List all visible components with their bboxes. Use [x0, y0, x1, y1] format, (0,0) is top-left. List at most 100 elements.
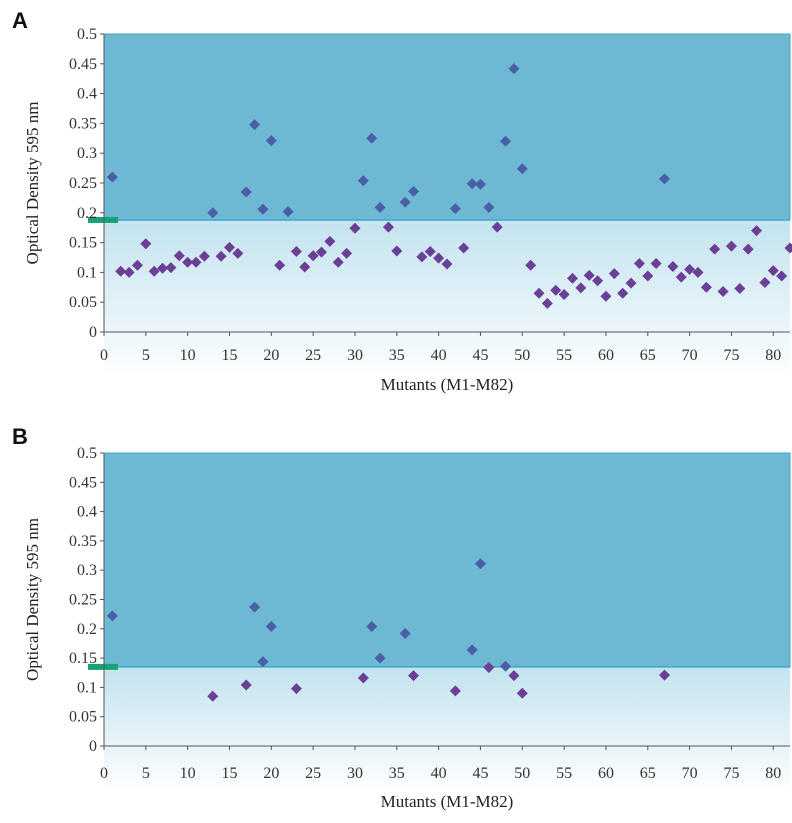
data-point-below-threshold — [173, 250, 185, 262]
x-tick-label: 35 — [389, 347, 405, 364]
data-point-below-threshold — [533, 287, 545, 299]
data-point-below-threshold — [642, 270, 654, 282]
x-axis-title: Mutants (M1-M82) — [381, 375, 514, 394]
data-point-above-threshold — [249, 119, 261, 131]
data-point-below-threshold — [709, 243, 721, 255]
data-point-above-threshold — [282, 206, 294, 218]
data-point-above-threshold — [366, 132, 378, 144]
data-point-below-threshold — [742, 243, 754, 255]
data-point-below-threshold — [592, 275, 604, 287]
panel-label-a: A — [12, 8, 28, 33]
data-point-below-threshold — [566, 272, 578, 284]
x-tick-label: 5 — [142, 347, 150, 364]
data-point-below-threshold — [608, 268, 620, 280]
data-point-above-threshold — [516, 163, 528, 175]
data-point-below-threshold — [416, 251, 428, 263]
data-point-below-threshold — [600, 290, 612, 302]
x-tick-label: 70 — [682, 765, 698, 782]
y-tick-label: 0.4 — [77, 86, 97, 103]
data-point-above-threshold — [500, 135, 512, 147]
data-point-below-threshold — [290, 246, 302, 258]
data-point-below-threshold — [633, 257, 645, 269]
x-tick-label: 55 — [556, 347, 572, 364]
data-point-above-threshold — [106, 610, 118, 622]
data-point-below-threshold — [516, 687, 528, 699]
data-point-above-threshold — [374, 652, 386, 664]
panel-label-b: B — [12, 424, 28, 449]
data-point-below-threshold — [382, 221, 394, 233]
below-threshold-region — [104, 219, 790, 378]
x-tick-label: 0 — [100, 347, 108, 364]
data-point-below-threshold — [558, 288, 570, 300]
data-point-below-threshold — [684, 263, 696, 275]
data-point-below-threshold — [483, 661, 495, 673]
data-point-above-threshold — [207, 207, 219, 219]
data-point-below-threshold — [667, 260, 679, 272]
y-tick-label: 0.05 — [69, 294, 97, 311]
x-tick-label: 65 — [640, 347, 656, 364]
data-point-above-threshold — [483, 201, 495, 213]
data-point-below-threshold — [357, 672, 369, 684]
data-point-below-threshold — [767, 265, 779, 277]
data-point-below-threshold — [165, 262, 177, 274]
data-point-below-threshold — [215, 250, 227, 262]
data-point-below-threshold — [541, 297, 553, 309]
data-point-above-threshold — [257, 656, 269, 668]
above-threshold-region — [103, 452, 791, 668]
x-tick-label: 0 — [100, 765, 108, 782]
x-tick-label: 75 — [723, 765, 739, 782]
data-point-below-threshold — [617, 287, 629, 299]
data-point-below-threshold — [692, 266, 704, 278]
y-tick-label: 0.45 — [69, 474, 97, 491]
data-point-below-threshold — [458, 242, 470, 254]
data-point-below-threshold — [207, 690, 219, 702]
below-threshold-region — [104, 666, 790, 792]
x-axis-title: Mutants (M1-M82) — [381, 792, 514, 811]
data-point-below-threshold — [491, 221, 503, 233]
data-point-below-threshold — [341, 247, 353, 259]
data-point-above-threshold — [366, 620, 378, 632]
data-point-above-threshold — [257, 203, 269, 215]
y-tick-label: 0.4 — [77, 504, 97, 521]
y-tick-label: 0.15 — [69, 235, 97, 252]
x-tick-label: 50 — [514, 765, 530, 782]
data-point-below-threshold — [123, 266, 135, 278]
data-point-below-threshold — [240, 679, 252, 691]
x-tick-label: 65 — [640, 765, 656, 782]
data-point-above-threshold — [508, 63, 520, 75]
y-tick-label: 0.1 — [77, 264, 97, 281]
data-point-below-threshold — [659, 669, 671, 681]
y-tick-label: 0.15 — [69, 650, 97, 667]
data-point-below-threshold — [751, 225, 763, 237]
x-tick-label: 15 — [221, 347, 237, 364]
data-point-above-threshold — [106, 171, 118, 183]
y-tick-label: 0.5 — [77, 26, 97, 43]
data-point-below-threshold — [332, 256, 344, 268]
x-tick-label: 25 — [305, 765, 321, 782]
data-point-above-threshold — [265, 620, 277, 632]
data-point-below-threshold — [391, 245, 403, 257]
x-tick-label: 75 — [723, 347, 739, 364]
x-tick-label: 80 — [765, 347, 781, 364]
data-point-below-threshold — [349, 222, 361, 234]
data-point-below-threshold — [299, 261, 311, 273]
scatter-plot-a: 0 0.05 0.1 0.15 0.2 0.25 0.3 0.35 0.4 0.45 0.5 0 5 10… — [23, 26, 792, 394]
x-tick-label: 15 — [221, 765, 237, 782]
data-point-below-threshold — [583, 269, 595, 281]
data-point-below-threshold — [424, 246, 436, 258]
y-tick-label: 0.05 — [69, 709, 97, 726]
data-point-above-threshold — [474, 558, 486, 570]
data-point-below-threshold — [190, 256, 202, 268]
y-tick-label: 0 — [89, 324, 97, 341]
data-point-above-threshold — [466, 644, 478, 656]
x-tick-label: 55 — [556, 765, 572, 782]
data-point-below-threshold — [717, 285, 729, 297]
y-tick-label: 0.5 — [77, 445, 97, 462]
data-point-below-threshold — [650, 257, 662, 269]
data-point-below-threshold — [182, 256, 194, 268]
x-tick-label: 45 — [472, 765, 488, 782]
above-threshold-region — [103, 33, 791, 221]
y-tick-label: 0.25 — [69, 592, 97, 609]
data-point-below-threshold — [131, 259, 143, 271]
data-point-below-threshold — [324, 235, 336, 247]
